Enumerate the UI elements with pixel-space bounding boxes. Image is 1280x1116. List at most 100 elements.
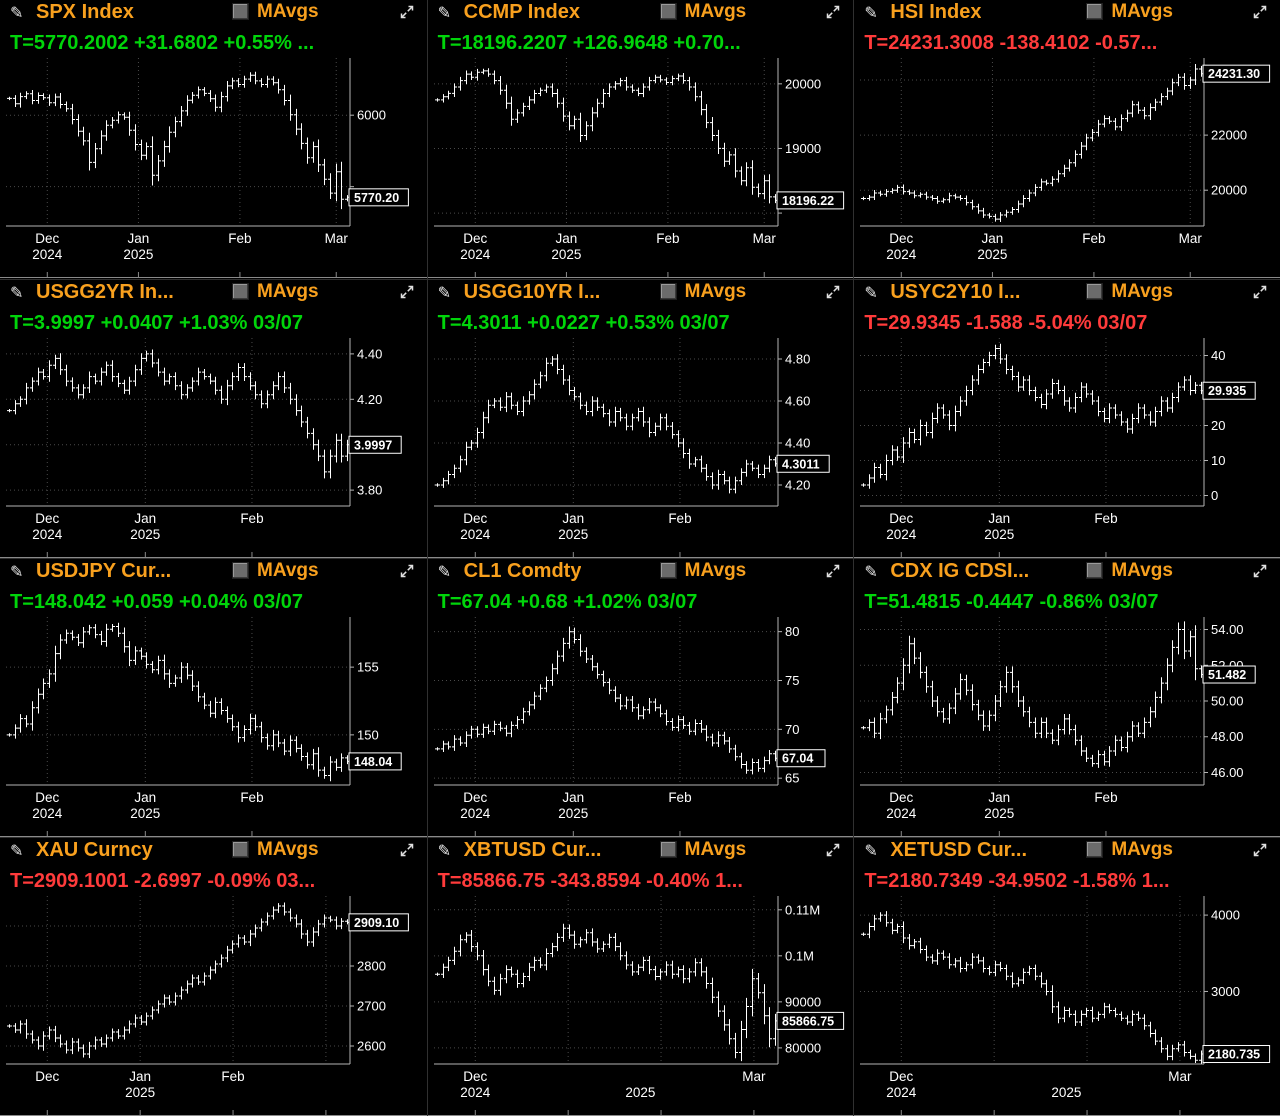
annotate-pencil-icon[interactable]: ✎ <box>864 5 878 22</box>
annotate-pencil-icon[interactable]: ✎ <box>10 5 24 22</box>
mavgs-control[interactable]: MAvgs <box>232 282 319 301</box>
expand-icon[interactable] <box>1252 842 1268 863</box>
svg-text:Mar: Mar <box>742 1069 766 1084</box>
chart-panel: ✎ USGG10YR I... MAvgs T=4.3011 +0.0227 +… <box>426 279 854 558</box>
chart-panel: ✎ CL1 Comdty MAvgs T=67.04 +0.68 +1.02% … <box>426 558 854 837</box>
chart-area[interactable]: 2800 2700 2600 Dec Jan 2025 Feb 2909.10 <box>0 896 427 1116</box>
svg-text:Dec: Dec <box>463 231 487 246</box>
mavgs-checkbox[interactable] <box>232 562 249 579</box>
svg-text:2024: 2024 <box>887 806 918 821</box>
svg-text:51.482: 51.482 <box>1208 668 1246 682</box>
mavgs-control[interactable]: MAvgs <box>232 839 319 860</box>
ticker-label[interactable]: HSI Index <box>890 1 982 23</box>
mavgs-checkbox[interactable] <box>232 283 249 300</box>
mavgs-checkbox[interactable] <box>1086 562 1104 579</box>
svg-text:2025: 2025 <box>1052 1085 1082 1100</box>
chart-area[interactable]: 6000 Dec 2024 Jan 2025 Feb Mar 5770.20 <box>0 58 427 279</box>
chart-area[interactable]: 20000 19000 Dec 2024 Jan 2025 Feb Mar 18196.22 <box>427 58 854 279</box>
mavgs-control[interactable]: MAvgs <box>1086 561 1173 580</box>
chart-area[interactable]: 54.00 52.00 50.00 48.00 46.00 Dec 2024 Jan 2025 F… <box>854 617 1280 837</box>
mavgs-checkbox[interactable] <box>659 841 677 858</box>
expand-icon[interactable] <box>825 284 841 305</box>
svg-text:Jan: Jan <box>555 231 577 246</box>
ticker-label[interactable]: USGG2YR In... <box>36 281 174 303</box>
chart-area[interactable]: 4.80 4.60 4.40 4.20 Dec 2024 Jan 2025 Feb 4.3011 <box>427 338 854 558</box>
mavgs-control[interactable]: MAvgs <box>232 2 319 21</box>
svg-text:2025: 2025 <box>985 806 1015 821</box>
mavgs-checkbox[interactable] <box>659 3 677 20</box>
chart-area[interactable]: 4.40 4.20 3.80 Dec 2024 Jan 2025 Feb 3.9997 <box>0 338 427 558</box>
ticker-label[interactable]: XBTUSD Cur... <box>463 839 602 861</box>
quote-line: T=3.9997 +0.0407 +1.03% 03/07 <box>10 312 304 334</box>
svg-text:Feb: Feb <box>1095 790 1118 805</box>
mavgs-control[interactable]: MAvgs <box>1086 840 1173 859</box>
expand-icon[interactable] <box>825 4 841 25</box>
annotate-pencil-icon[interactable]: ✎ <box>864 843 878 860</box>
svg-text:Feb: Feb <box>656 231 679 246</box>
svg-text:2025: 2025 <box>130 527 160 542</box>
svg-text:2025: 2025 <box>551 247 581 262</box>
expand-icon[interactable] <box>1252 284 1268 305</box>
ticker-label[interactable]: SPX Index <box>36 1 134 23</box>
expand-icon[interactable] <box>399 842 415 863</box>
mavgs-control[interactable]: MAvgs <box>659 561 746 580</box>
annotate-pencil-icon[interactable]: ✎ <box>437 843 452 860</box>
mavgs-control[interactable]: MAvgs <box>659 840 746 859</box>
svg-text:20000: 20000 <box>785 76 821 91</box>
ticker-label[interactable]: CL1 Comdty <box>463 560 582 582</box>
mavgs-control[interactable]: MAvgs <box>232 561 319 580</box>
annotate-pencil-icon[interactable]: ✎ <box>10 843 24 860</box>
svg-text:Feb: Feb <box>221 1069 244 1084</box>
mavgs-checkbox[interactable] <box>659 562 677 579</box>
annotate-pencil-icon[interactable]: ✎ <box>864 285 878 302</box>
ticker-label[interactable]: CCMP Index <box>463 1 580 23</box>
mavgs-label: MAvgs <box>257 839 319 860</box>
expand-icon[interactable] <box>399 284 415 305</box>
annotate-pencil-icon[interactable]: ✎ <box>10 285 24 302</box>
ticker-label[interactable]: XETUSD Cur... <box>890 839 1028 861</box>
mavgs-checkbox[interactable] <box>659 283 677 300</box>
ticker-label[interactable]: XAU Curncy <box>36 839 153 861</box>
expand-icon[interactable] <box>825 842 841 863</box>
annotate-pencil-icon[interactable]: ✎ <box>10 564 24 581</box>
ticker-label[interactable]: USYC2Y10 I... <box>890 281 1021 303</box>
quote-line: T=2909.1001 -2.6997 -0.09% 03... <box>10 870 316 892</box>
panel-header: ✎ CL1 Comdty MAvgs <box>428 559 854 589</box>
chart-area[interactable]: 4000 3000 Dec 2024 2025 Mar 2180.735 <box>854 896 1280 1116</box>
chart-area[interactable]: 22000 20000 Dec 2024 Jan 2025 Feb Mar 24231.30 <box>854 58 1280 279</box>
expand-icon[interactable] <box>825 563 841 584</box>
mavgs-control[interactable]: MAvgs <box>659 2 746 21</box>
expand-icon[interactable] <box>399 4 415 25</box>
chart-area[interactable]: 40 20 10 0 Dec 2024 Jan 2025 Feb 29.935 <box>854 338 1280 558</box>
ticker-label[interactable]: USDJPY Cur... <box>36 560 172 582</box>
svg-text:Dec: Dec <box>463 511 487 526</box>
annotate-pencil-icon[interactable]: ✎ <box>864 564 878 581</box>
chart-area[interactable]: 80 75 70 65 Dec 2024 Jan 2025 Feb 67.04 <box>427 617 854 837</box>
mavgs-control[interactable]: MAvgs <box>659 282 746 301</box>
annotate-pencil-icon[interactable]: ✎ <box>437 5 452 22</box>
mavgs-checkbox[interactable] <box>232 841 249 858</box>
mavgs-checkbox[interactable] <box>1086 3 1104 20</box>
expand-icon[interactable] <box>1252 4 1268 25</box>
mavgs-checkbox[interactable] <box>232 3 249 20</box>
svg-text:Feb: Feb <box>240 790 263 805</box>
mavgs-checkbox[interactable] <box>1086 283 1104 300</box>
ticker-label[interactable]: CDX IG CDSI... <box>890 560 1030 582</box>
mavgs-control[interactable]: MAvgs <box>1086 282 1173 301</box>
expand-icon[interactable] <box>1252 563 1268 584</box>
chart-panel: ✎ SPX Index MAvgs T=5770.2002 +31.6802 +… <box>0 0 427 279</box>
price-chart-svg: 54.0052.0050.0048.0046.00Dec2024Jan2025F… <box>854 617 1280 837</box>
expand-icon[interactable] <box>399 563 415 584</box>
chart-area[interactable]: 0.11M 0.1M 90000 80000 Dec 2024 2025 Mar 85866.7… <box>427 896 854 1116</box>
svg-text:6000: 6000 <box>357 108 386 123</box>
chart-area[interactable]: 155 150 Dec 2024 Jan 2025 Feb 148.04 <box>0 617 427 837</box>
mavgs-control[interactable]: MAvgs <box>1086 2 1173 21</box>
annotate-pencil-icon[interactable]: ✎ <box>437 285 452 302</box>
annotate-pencil-icon[interactable]: ✎ <box>437 564 452 581</box>
quote-line: T=29.9345 -1.588 -5.04% 03/07 <box>864 312 1148 334</box>
svg-text:Dec: Dec <box>890 1069 914 1084</box>
ticker-label[interactable]: USGG10YR I... <box>463 281 601 303</box>
mavgs-checkbox[interactable] <box>1086 841 1104 858</box>
